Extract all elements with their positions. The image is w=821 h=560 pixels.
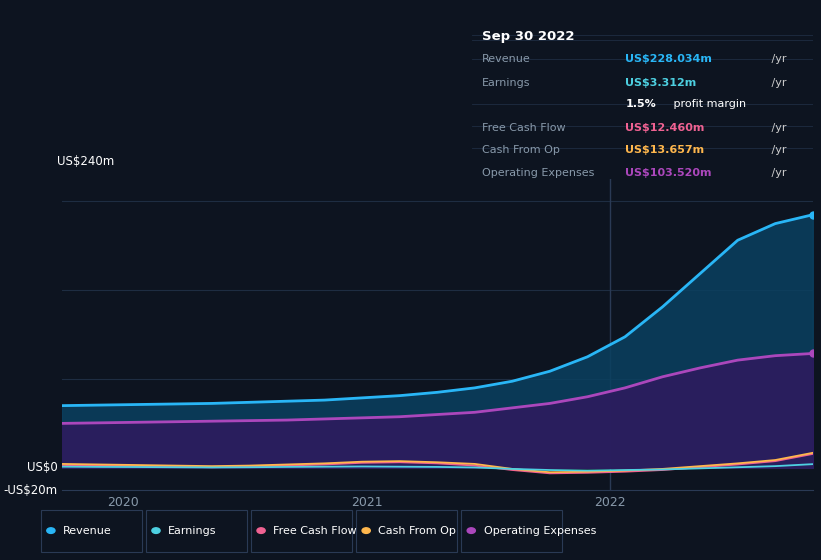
- Text: /yr: /yr: [768, 78, 787, 88]
- Text: Cash From Op: Cash From Op: [378, 526, 456, 535]
- Text: US$240m: US$240m: [57, 155, 115, 168]
- Text: US$103.520m: US$103.520m: [626, 167, 712, 178]
- Text: Earnings: Earnings: [168, 526, 217, 535]
- Text: US$0: US$0: [27, 461, 57, 474]
- Text: US$12.460m: US$12.460m: [626, 123, 704, 133]
- Text: Operating Expenses: Operating Expenses: [482, 167, 594, 178]
- Text: US$228.034m: US$228.034m: [626, 54, 713, 64]
- Text: 1.5%: 1.5%: [626, 99, 656, 109]
- Text: US$3.312m: US$3.312m: [626, 78, 697, 88]
- Text: Revenue: Revenue: [482, 54, 531, 64]
- Text: Cash From Op: Cash From Op: [482, 145, 560, 155]
- Text: Free Cash Flow: Free Cash Flow: [482, 123, 566, 133]
- Text: /yr: /yr: [768, 54, 787, 64]
- Text: /yr: /yr: [768, 123, 787, 133]
- Text: US$13.657m: US$13.657m: [626, 145, 704, 155]
- Text: /yr: /yr: [768, 167, 787, 178]
- Text: profit margin: profit margin: [670, 99, 745, 109]
- Text: Revenue: Revenue: [63, 526, 112, 535]
- Text: Sep 30 2022: Sep 30 2022: [482, 30, 575, 43]
- Text: -US$20m: -US$20m: [3, 483, 57, 497]
- Text: Free Cash Flow: Free Cash Flow: [273, 526, 357, 535]
- Text: /yr: /yr: [768, 145, 787, 155]
- Text: Earnings: Earnings: [482, 78, 531, 88]
- Text: Operating Expenses: Operating Expenses: [484, 526, 596, 535]
